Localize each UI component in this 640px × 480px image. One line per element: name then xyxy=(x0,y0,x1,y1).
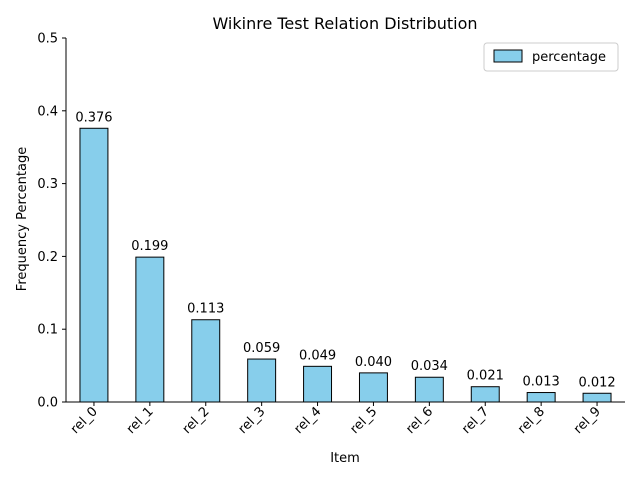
bars-layer xyxy=(79,127,612,403)
bar-rel_9 xyxy=(582,392,612,403)
bar-rel_2 xyxy=(191,319,221,403)
bar-rel_1 xyxy=(135,256,165,403)
y-tick-label-4: 0.4 xyxy=(37,104,58,119)
data-label-rel_3: 0.059 xyxy=(243,341,280,356)
legend: percentage xyxy=(483,42,619,72)
bar-rel_5 xyxy=(358,372,388,403)
bar-rel_3 xyxy=(247,358,277,403)
x-tick-label-rel_5: rel_5 xyxy=(347,404,380,437)
y-tick-label-0: 0.0 xyxy=(37,396,58,411)
data-label-rel_1: 0.199 xyxy=(131,239,168,254)
x-axis-title: Item xyxy=(330,451,360,466)
x-tick-label-rel_8: rel_8 xyxy=(515,404,548,437)
bar-rel_6 xyxy=(414,376,444,403)
x-tick-label-rel_0: rel_0 xyxy=(68,404,101,437)
data-label-rel_5: 0.040 xyxy=(355,355,392,370)
y-axis-title: Frequency Percentage xyxy=(15,147,30,291)
y-tick-label-5: 0.5 xyxy=(37,32,58,47)
data-label-rel_0: 0.376 xyxy=(75,110,112,125)
data-label-rel_7: 0.021 xyxy=(467,369,504,384)
x-tick-label-rel_4: rel_4 xyxy=(292,404,325,437)
x-tick-label-rel_9: rel_9 xyxy=(571,404,604,437)
bar-rel_7 xyxy=(470,386,500,403)
bar-rel_8 xyxy=(526,392,556,403)
x-tick-label-rel_1: rel_1 xyxy=(124,404,157,437)
x-tick-label-rel_3: rel_3 xyxy=(236,404,269,437)
y-tick-label-1: 0.1 xyxy=(37,323,58,338)
x-tick-label-rel_6: rel_6 xyxy=(403,404,436,437)
chart-title: Wikinre Test Relation Distribution xyxy=(212,14,477,33)
data-label-rel_8: 0.013 xyxy=(523,375,560,390)
data-label-rel_2: 0.113 xyxy=(187,302,224,317)
data-label-rel_6: 0.034 xyxy=(411,359,448,374)
data-label-rel_4: 0.049 xyxy=(299,348,336,363)
y-tick-label-2: 0.2 xyxy=(37,250,58,265)
bar-rel_0 xyxy=(79,127,109,403)
data-label-rel_9: 0.012 xyxy=(578,375,615,390)
x-tick-label-rel_2: rel_2 xyxy=(180,404,213,437)
x-tick-label-rel_7: rel_7 xyxy=(459,404,492,437)
legend-label: percentage xyxy=(532,50,606,65)
y-tick-label-3: 0.3 xyxy=(37,177,58,192)
bar-rel_4 xyxy=(303,365,333,403)
legend-swatch xyxy=(493,49,523,63)
data-labels-layer: 0.376 0.199 0.113 0.059 0.049 0.040 0.034 0.021… xyxy=(75,110,615,390)
